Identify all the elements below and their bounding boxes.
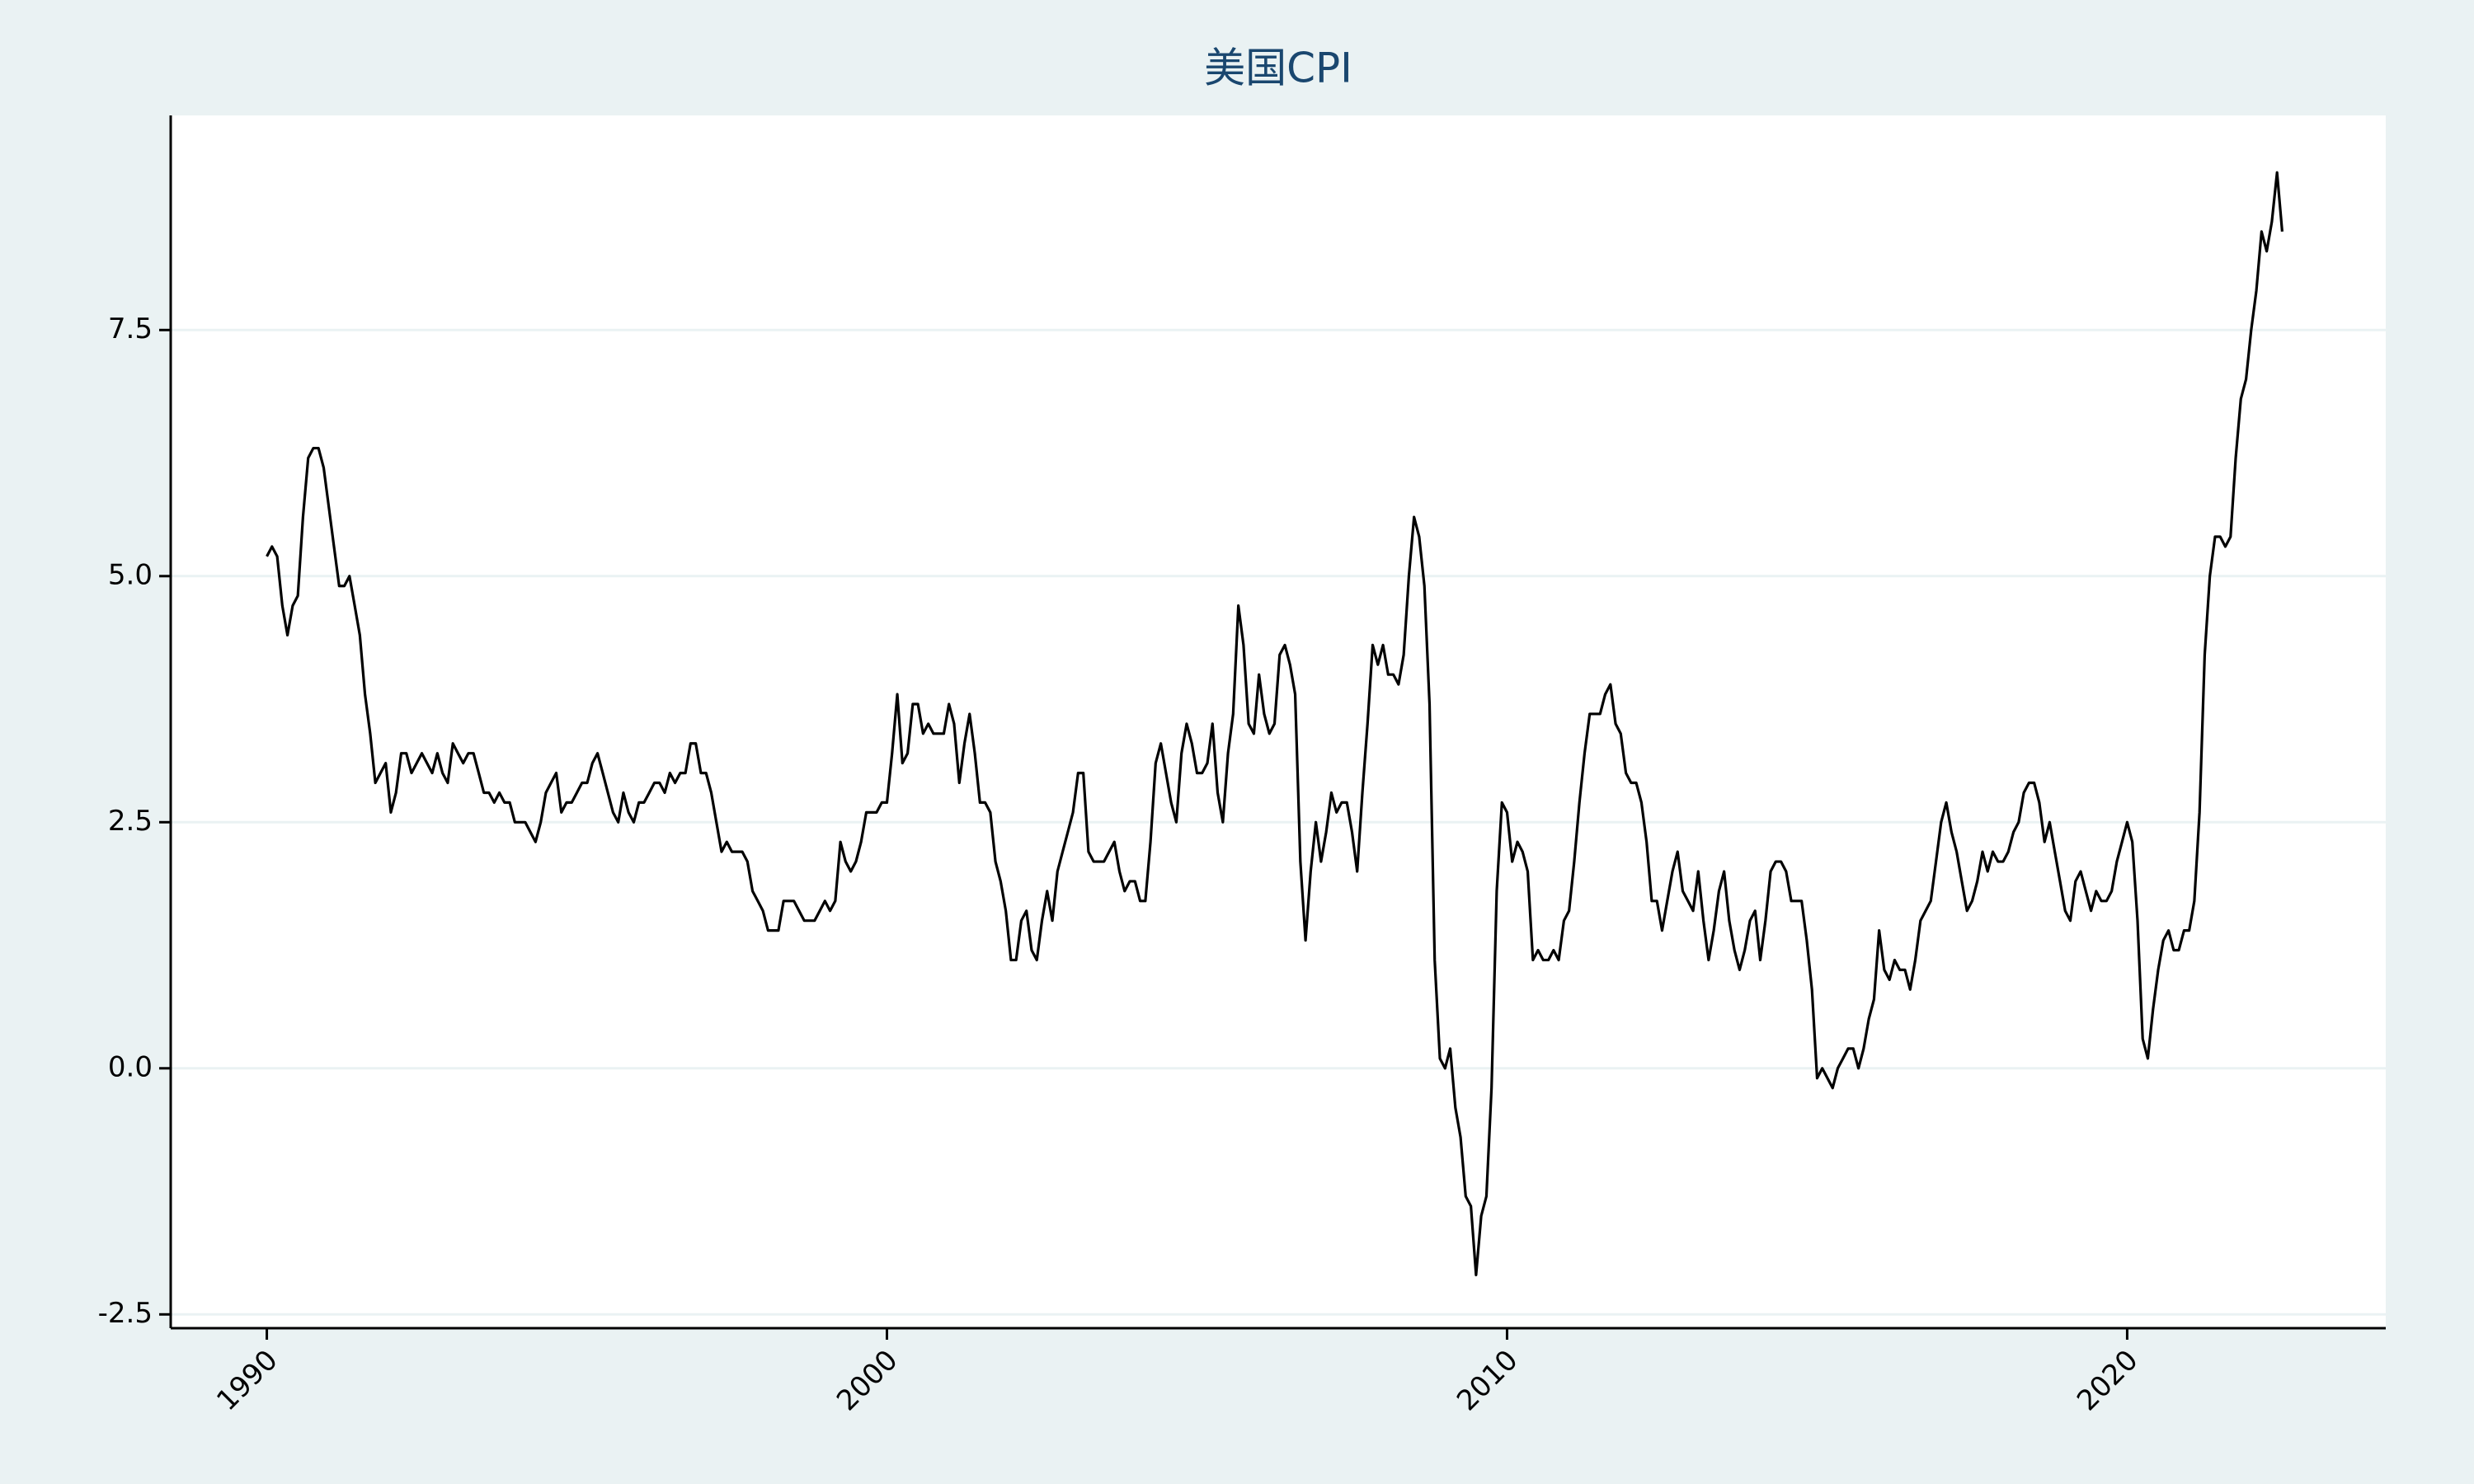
y-tick-label: 2.5 <box>108 805 153 838</box>
cpi-line <box>266 171 2284 1277</box>
y-tick-label: 5.0 <box>108 558 153 591</box>
plot-area <box>171 115 2386 1328</box>
y-tick-label: -2.5 <box>98 1297 153 1330</box>
chart-title: 美国CPI <box>1204 45 1352 92</box>
y-tick-label: 7.5 <box>108 312 153 345</box>
y-tick-label: 0.0 <box>108 1050 153 1083</box>
